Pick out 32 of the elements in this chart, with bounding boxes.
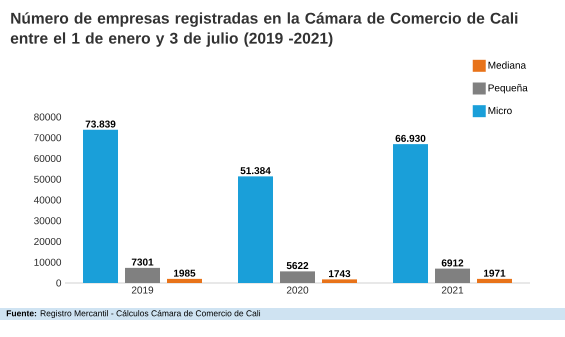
data-label: 5622 [286,262,308,270]
y-tick-label: 50000 [34,176,62,183]
chart-title: Número de empresas registradas en la Cámara de Comercio de Cali entre el 1 de enero y 3 de julio (2019 -2021) [10,12,518,47]
data-label: 1971 [484,270,506,277]
legend-label: Micro [488,106,512,114]
legend-label: Pequeña [488,84,528,94]
x-tick-label: 2021 [442,286,464,294]
data-label: 7301 [132,258,154,266]
y-tick-label: 40000 [34,196,62,204]
y-tick-label: 60000 [34,154,62,162]
bar [477,278,512,283]
y-tick-label: 80000 [34,113,62,121]
bar [83,130,118,283]
y-tick-label: 30000 [34,217,62,224]
text: Fuente: Registro Mercantil - Cálculos Cámara de Comercio de Cali [6,310,260,318]
data-label: 6912 [442,259,464,266]
data-label: 73.839 [86,120,116,128]
bar [393,144,428,283]
data-label: 66.930 [396,134,426,142]
bar [167,278,202,283]
data-label: 1985 [174,270,196,277]
x-tick-label: 2020 [286,286,308,294]
y-tick-label: 0 [56,279,62,287]
data-label: 51.384 [240,167,271,174]
x-tick-label: 2019 [132,286,154,294]
y-tick-label: 70000 [34,134,62,142]
data-label: 1743 [329,270,350,278]
legend-label: Mediana [488,61,526,69]
y-tick-label: 20000 [34,238,62,246]
bar [238,176,274,283]
bar [322,279,358,283]
y-tick-label: 10000 [34,258,62,266]
